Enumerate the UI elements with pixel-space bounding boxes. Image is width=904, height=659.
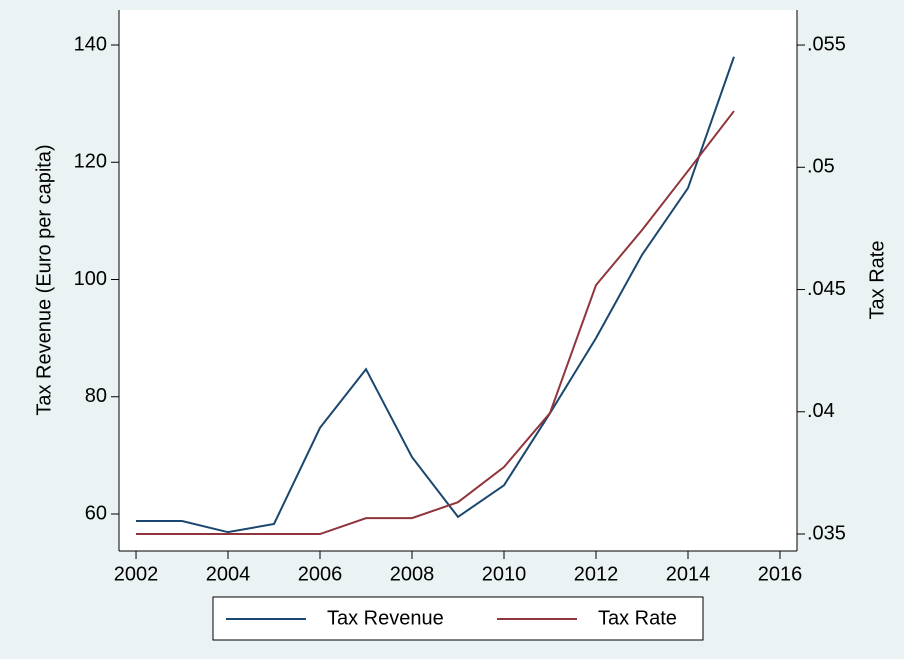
x-tick-label: 2016	[758, 563, 803, 585]
x-tick-label: 2004	[206, 563, 251, 585]
x-tick-label: 2010	[482, 563, 527, 585]
y2-tick-label: .045	[807, 278, 846, 300]
x-tick-label: 2002	[114, 563, 159, 585]
y2-tick-label: .055	[807, 33, 846, 55]
y-tick-label: 100	[74, 268, 107, 290]
x-tick-label: 2006	[298, 563, 343, 585]
line-series	[136, 56, 735, 534]
y2-tick-label: .035	[807, 522, 846, 544]
y2-axis-title: Tax Rate	[866, 241, 888, 320]
plot-area	[119, 10, 797, 551]
y-tick-label: 80	[85, 385, 107, 407]
y-tick-label: 60	[85, 502, 107, 524]
line-series	[136, 110, 735, 536]
y2-tick-label: .05	[807, 156, 835, 178]
y2-tick-label: .04	[807, 400, 835, 422]
legend-label: Tax Revenue	[327, 607, 444, 629]
y-tick-label: 120	[74, 151, 107, 173]
y-tick-label: 140	[74, 33, 107, 55]
x-tick-label: 2012	[574, 563, 619, 585]
legend-label: Tax Rate	[598, 607, 677, 629]
y-axis-title: Tax Revenue (Euro per capita)	[33, 144, 55, 415]
x-tick-label: 2014	[666, 563, 711, 585]
x-tick-label: 2008	[390, 563, 435, 585]
